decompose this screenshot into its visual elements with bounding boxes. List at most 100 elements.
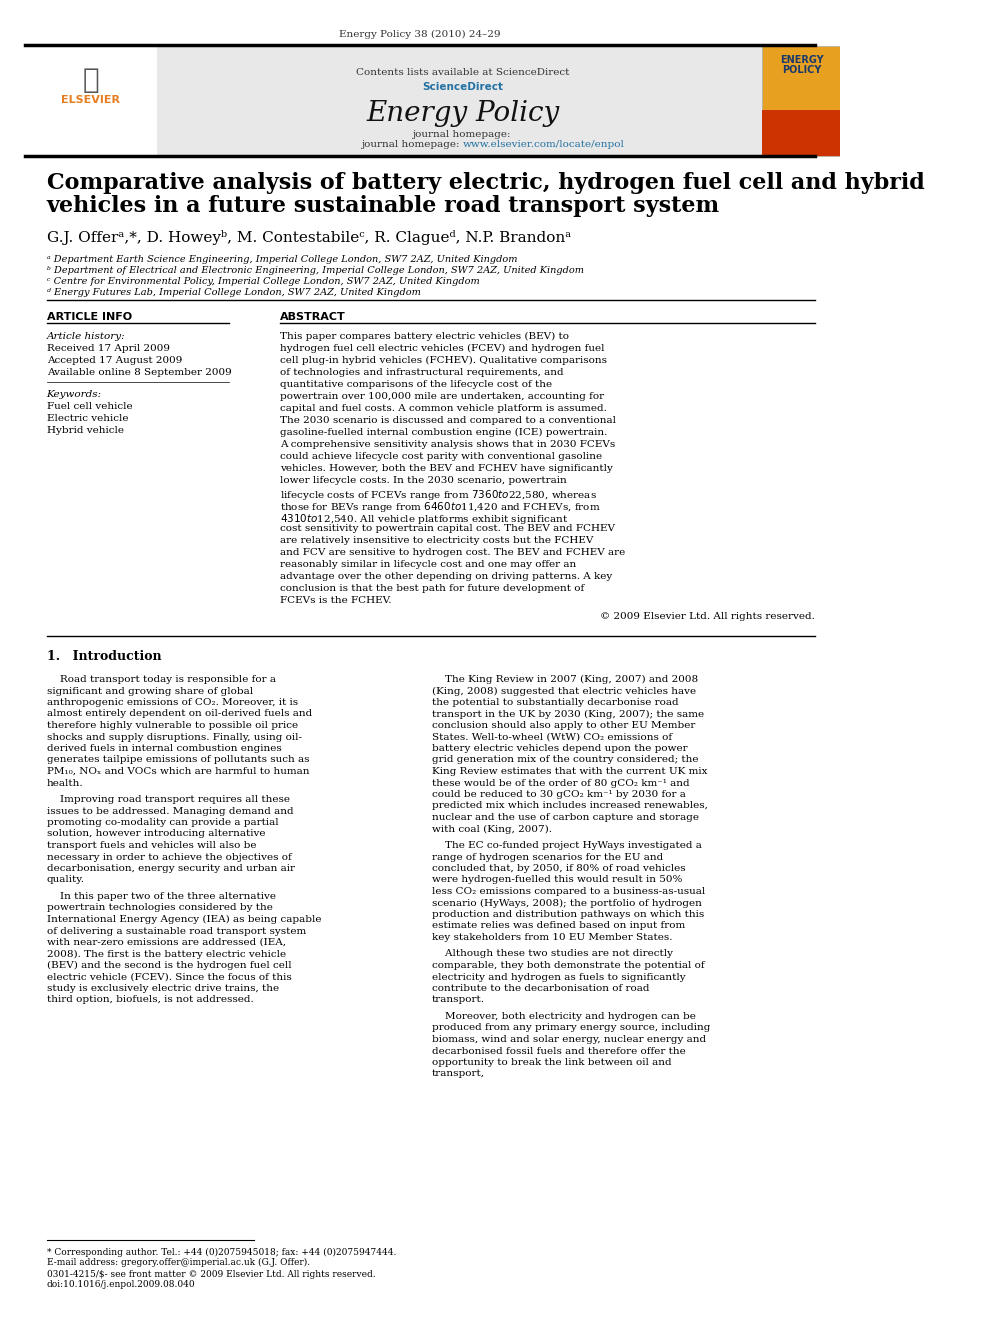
- Text: King Review estimates that with the current UK mix: King Review estimates that with the curr…: [433, 767, 707, 777]
- Text: significant and growing share of global: significant and growing share of global: [47, 687, 253, 696]
- Text: www.elsevier.com/locate/enpol: www.elsevier.com/locate/enpol: [462, 140, 624, 149]
- Text: with coal (King, 2007).: with coal (King, 2007).: [433, 824, 553, 833]
- Text: Moreover, both electricity and hydrogen can be: Moreover, both electricity and hydrogen …: [433, 1012, 696, 1021]
- Text: Energy Policy 38 (2010) 24–29: Energy Policy 38 (2010) 24–29: [339, 30, 501, 40]
- Text: Road transport today is responsible for a: Road transport today is responsible for …: [47, 675, 276, 684]
- Text: ScienceDirect: ScienceDirect: [422, 82, 503, 93]
- Text: are relatively insensitive to electricity costs but the FCHEV: are relatively insensitive to electricit…: [280, 536, 593, 545]
- Text: of technologies and infrastructural requirements, and: of technologies and infrastructural requ…: [280, 368, 563, 377]
- Text: conclusion should also apply to other EU Member: conclusion should also apply to other EU…: [433, 721, 695, 730]
- Text: 0301-4215/$- see front matter © 2009 Elsevier Ltd. All rights reserved.: 0301-4215/$- see front matter © 2009 Els…: [47, 1270, 375, 1279]
- Text: transport fuels and vehicles will also be: transport fuels and vehicles will also b…: [47, 841, 256, 849]
- FancyBboxPatch shape: [763, 46, 840, 156]
- Text: produced from any primary energy source, including: produced from any primary energy source,…: [433, 1024, 710, 1032]
- Text: Contents lists available at ScienceDirect: Contents lists available at ScienceDirec…: [356, 67, 569, 77]
- Text: 2008). The first is the battery electric vehicle: 2008). The first is the battery electric…: [47, 950, 286, 959]
- Text: quality.: quality.: [47, 876, 84, 885]
- Text: ᵃ Department Earth Science Engineering, Imperial College London, SW7 2AZ, United: ᵃ Department Earth Science Engineering, …: [47, 255, 517, 265]
- Text: doi:10.1016/j.enpol.2009.08.040: doi:10.1016/j.enpol.2009.08.040: [47, 1279, 195, 1289]
- Text: Energy Policy: Energy Policy: [366, 101, 559, 127]
- Text: those for BEVs range from $6460 to $11,420 and FCHEVs, from: those for BEVs range from $6460 to $11,4…: [280, 500, 600, 515]
- Text: ᶜ Centre for Environmental Policy, Imperial College London, SW7 2AZ, United King: ᶜ Centre for Environmental Policy, Imper…: [47, 277, 479, 286]
- Text: powertrain technologies considered by the: powertrain technologies considered by th…: [47, 904, 273, 913]
- Text: Accepted 17 August 2009: Accepted 17 August 2009: [47, 356, 182, 365]
- Text: these would be of the order of 80 gCO₂ km⁻¹ and: these would be of the order of 80 gCO₂ k…: [433, 778, 689, 787]
- Text: could be reduced to 30 gCO₂ km⁻¹ by 2030 for a: could be reduced to 30 gCO₂ km⁻¹ by 2030…: [433, 790, 685, 799]
- Text: with near-zero emissions are addressed (IEA,: with near-zero emissions are addressed (…: [47, 938, 286, 947]
- Text: Keywords:: Keywords:: [47, 390, 102, 400]
- Text: PM₁₀, NOₓ and VOCs which are harmful to human: PM₁₀, NOₓ and VOCs which are harmful to …: [47, 767, 310, 777]
- Text: journal homepage:: journal homepage:: [412, 130, 514, 139]
- Text: In this paper two of the three alternative: In this paper two of the three alternati…: [47, 892, 276, 901]
- FancyBboxPatch shape: [26, 46, 157, 156]
- Text: International Energy Agency (IEA) as being capable: International Energy Agency (IEA) as bei…: [47, 916, 321, 925]
- Text: estimate relies was defined based on input from: estimate relies was defined based on inp…: [433, 922, 685, 930]
- Text: cost sensitivity to powertrain capital cost. The BEV and FCHEV: cost sensitivity to powertrain capital c…: [280, 524, 615, 533]
- Text: Hybrid vehicle: Hybrid vehicle: [47, 426, 124, 435]
- Text: biomass, wind and solar energy, nuclear energy and: biomass, wind and solar energy, nuclear …: [433, 1035, 706, 1044]
- Text: Received 17 April 2009: Received 17 April 2009: [47, 344, 170, 353]
- Text: therefore highly vulnerable to possible oil price: therefore highly vulnerable to possible …: [47, 721, 298, 730]
- Text: Article history:: Article history:: [47, 332, 125, 341]
- Text: vehicles. However, both the BEV and FCHEV have significantly: vehicles. However, both the BEV and FCHE…: [280, 464, 612, 474]
- Text: POLICY: POLICY: [782, 65, 821, 75]
- Text: ABSTRACT: ABSTRACT: [280, 312, 345, 321]
- Text: Electric vehicle: Electric vehicle: [47, 414, 128, 423]
- FancyBboxPatch shape: [26, 46, 815, 156]
- Text: The EC co-funded project HyWays investigated a: The EC co-funded project HyWays investig…: [433, 841, 702, 849]
- Text: almost entirely dependent on oil-derived fuels and: almost entirely dependent on oil-derived…: [47, 709, 311, 718]
- Text: the potential to substantially decarbonise road: the potential to substantially decarboni…: [433, 699, 679, 706]
- Text: Fuel cell vehicle: Fuel cell vehicle: [47, 402, 132, 411]
- Text: decarbonised fossil fuels and therefore offer the: decarbonised fossil fuels and therefore …: [433, 1046, 685, 1056]
- Text: States. Well-to-wheel (WtW) CO₂ emissions of: States. Well-to-wheel (WtW) CO₂ emission…: [433, 733, 673, 741]
- Text: and FCV are sensitive to hydrogen cost. The BEV and FCHEV are: and FCV are sensitive to hydrogen cost. …: [280, 548, 625, 557]
- Text: powertrain over 100,000 mile are undertaken, accounting for: powertrain over 100,000 mile are underta…: [280, 392, 604, 401]
- Text: advantage over the other depending on driving patterns. A key: advantage over the other depending on dr…: [280, 572, 612, 581]
- Text: quantitative comparisons of the lifecycle cost of the: quantitative comparisons of the lifecycl…: [280, 380, 552, 389]
- Text: conclusion is that the best path for future development of: conclusion is that the best path for fut…: [280, 583, 584, 593]
- Text: ENERGY: ENERGY: [780, 56, 823, 65]
- Text: production and distribution pathways on which this: production and distribution pathways on …: [433, 910, 704, 919]
- Text: * Corresponding author. Tel.: +44 (0)2075945018; fax: +44 (0)2075947444.: * Corresponding author. Tel.: +44 (0)207…: [47, 1248, 396, 1257]
- Text: transport,: transport,: [433, 1069, 485, 1078]
- Text: ᵇ Department of Electrical and Electronic Engineering, Imperial College London, : ᵇ Department of Electrical and Electroni…: [47, 266, 583, 275]
- Text: battery electric vehicles depend upon the power: battery electric vehicles depend upon th…: [433, 744, 687, 753]
- Text: study is exclusively electric drive trains, the: study is exclusively electric drive trai…: [47, 984, 279, 994]
- Text: decarbonisation, energy security and urban air: decarbonisation, energy security and urb…: [47, 864, 295, 873]
- Text: A comprehensive sensitivity analysis shows that in 2030 FCEVs: A comprehensive sensitivity analysis sho…: [280, 441, 615, 448]
- Text: health.: health.: [47, 778, 83, 787]
- Text: promoting co-modality can provide a partial: promoting co-modality can provide a part…: [47, 818, 278, 827]
- Text: capital and fuel costs. A common vehicle platform is assumed.: capital and fuel costs. A common vehicle…: [280, 404, 606, 413]
- Text: gasoline-fuelled internal combustion engine (ICE) powertrain.: gasoline-fuelled internal combustion eng…: [280, 429, 607, 437]
- Text: Although these two studies are not directly: Although these two studies are not direc…: [433, 950, 674, 958]
- Text: ᵈ Energy Futures Lab, Imperial College London, SW7 2AZ, United Kingdom: ᵈ Energy Futures Lab, Imperial College L…: [47, 288, 421, 296]
- Text: contribute to the decarbonisation of road: contribute to the decarbonisation of roa…: [433, 984, 650, 994]
- Text: third option, biofuels, is not addressed.: third option, biofuels, is not addressed…: [47, 995, 253, 1004]
- Text: key stakeholders from 10 EU Member States.: key stakeholders from 10 EU Member State…: [433, 933, 673, 942]
- Text: grid generation mix of the country considered; the: grid generation mix of the country consi…: [433, 755, 698, 765]
- Text: comparable, they both demonstrate the potential of: comparable, they both demonstrate the po…: [433, 960, 704, 970]
- Text: lower lifecycle costs. In the 2030 scenario, powertrain: lower lifecycle costs. In the 2030 scena…: [280, 476, 566, 486]
- Text: This paper compares battery electric vehicles (BEV) to: This paper compares battery electric veh…: [280, 332, 568, 341]
- Text: generates tailpipe emissions of pollutants such as: generates tailpipe emissions of pollutan…: [47, 755, 310, 765]
- Text: E-mail address: gregory.offer@imperial.ac.uk (G.J. Offer).: E-mail address: gregory.offer@imperial.a…: [47, 1258, 310, 1267]
- Text: of delivering a sustainable road transport system: of delivering a sustainable road transpo…: [47, 926, 306, 935]
- Text: predicted mix which includes increased renewables,: predicted mix which includes increased r…: [433, 802, 708, 811]
- Text: The 2030 scenario is discussed and compared to a conventional: The 2030 scenario is discussed and compa…: [280, 415, 616, 425]
- Text: electricity and hydrogen as fuels to significantly: electricity and hydrogen as fuels to sig…: [433, 972, 685, 982]
- Text: 1. Introduction: 1. Introduction: [47, 650, 162, 663]
- Text: derived fuels in internal combustion engines: derived fuels in internal combustion eng…: [47, 744, 282, 753]
- Text: necessary in order to achieve the objectives of: necessary in order to achieve the object…: [47, 852, 292, 861]
- Text: (BEV) and the second is the hydrogen fuel cell: (BEV) and the second is the hydrogen fue…: [47, 960, 292, 970]
- Text: journal homepage:: journal homepage:: [361, 140, 462, 149]
- Text: The King Review in 2007 (King, 2007) and 2008: The King Review in 2007 (King, 2007) and…: [433, 675, 698, 684]
- Text: $4310 to $12,540. All vehicle platforms exhibit significant: $4310 to $12,540. All vehicle platforms …: [280, 512, 567, 527]
- Text: Comparative analysis of battery electric, hydrogen fuel cell and hybrid: Comparative analysis of battery electric…: [47, 172, 925, 194]
- Text: reasonably similar in lifecycle cost and one may offer an: reasonably similar in lifecycle cost and…: [280, 560, 575, 569]
- Text: issues to be addressed. Managing demand and: issues to be addressed. Managing demand …: [47, 807, 294, 815]
- Text: G.J. Offerᵃ,*, D. Howeyᵇ, M. Contestabileᶜ, R. Clagueᵈ, N.P. Brandonᵃ: G.J. Offerᵃ,*, D. Howeyᵇ, M. Contestabil…: [47, 230, 570, 245]
- Text: cell plug-in hybrid vehicles (FCHEV). Qualitative comparisons: cell plug-in hybrid vehicles (FCHEV). Qu…: [280, 356, 606, 365]
- Text: ARTICLE INFO: ARTICLE INFO: [47, 312, 132, 321]
- Text: could achieve lifecycle cost parity with conventional gasoline: could achieve lifecycle cost parity with…: [280, 452, 602, 460]
- Text: transport.: transport.: [433, 995, 485, 1004]
